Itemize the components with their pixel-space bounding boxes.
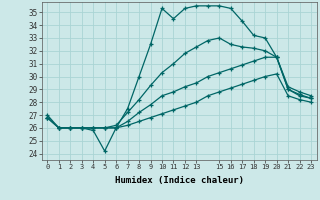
X-axis label: Humidex (Indice chaleur): Humidex (Indice chaleur) — [115, 176, 244, 185]
